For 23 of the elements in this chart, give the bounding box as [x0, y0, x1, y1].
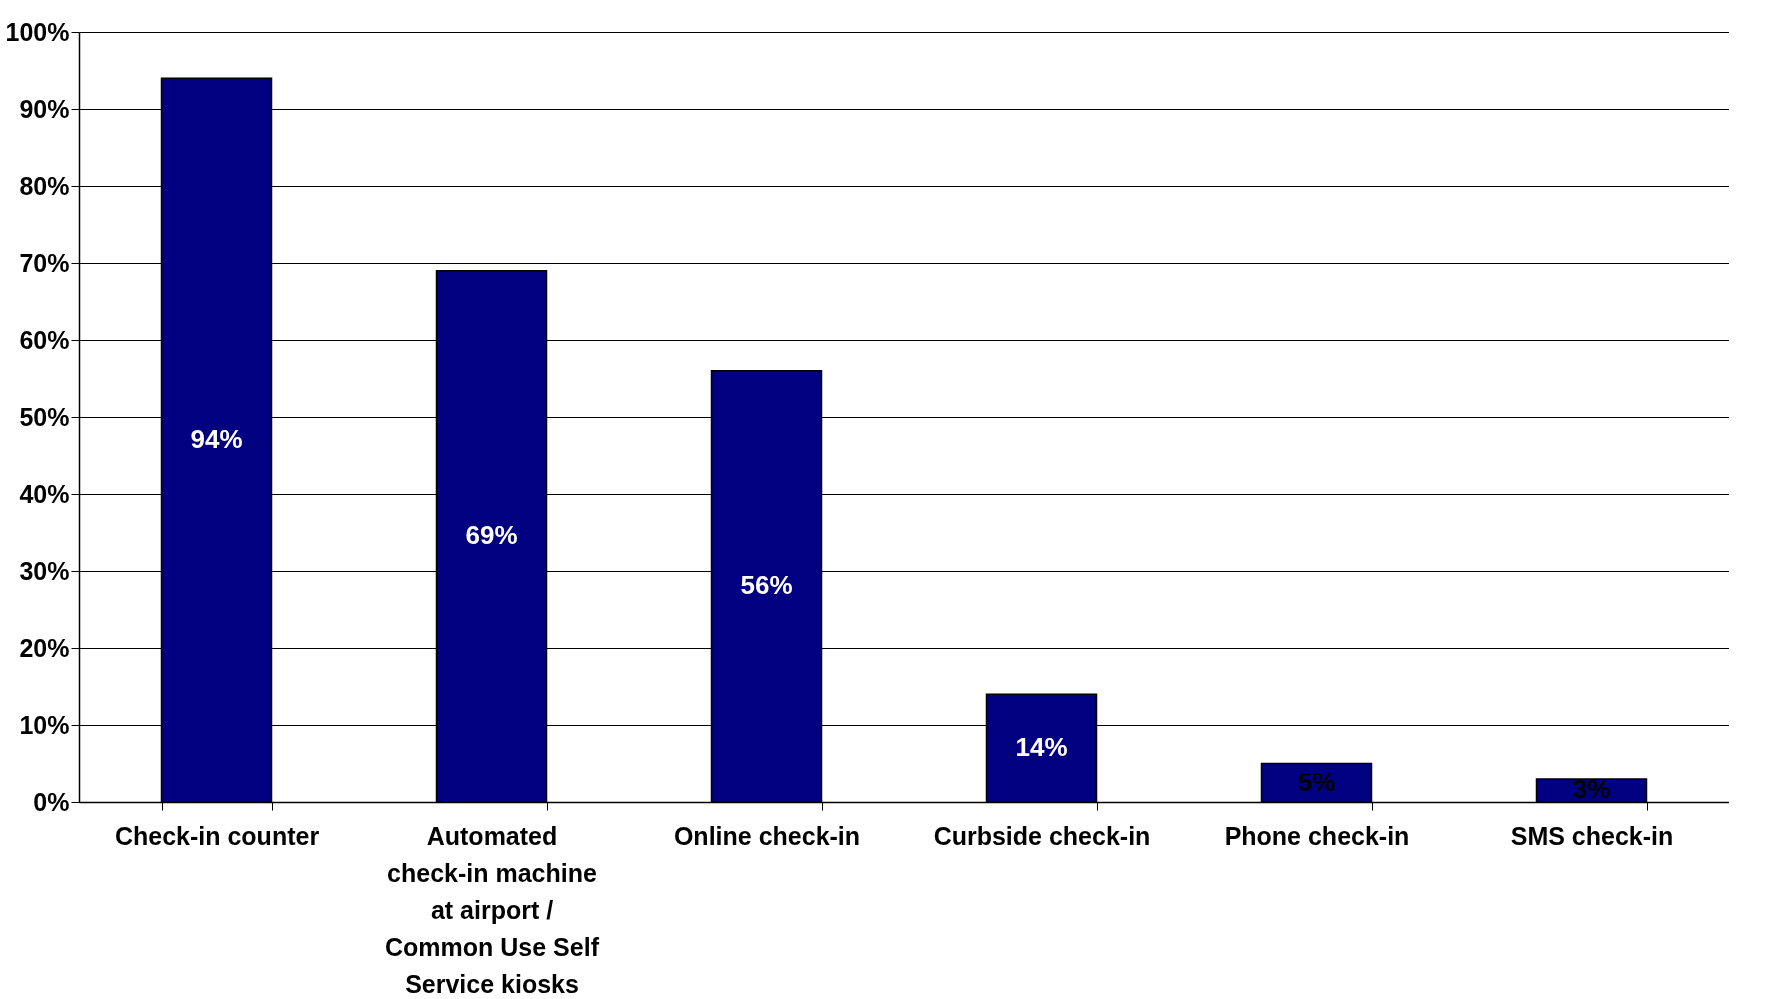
data-label: 5%	[1297, 766, 1336, 797]
y-tick-label: 100%	[5, 17, 70, 46]
data-label: 94%	[190, 424, 243, 455]
y-tick-label: 90%	[19, 94, 70, 123]
y-tick-label: 20%	[19, 633, 70, 662]
y-tick-label: 40%	[19, 479, 70, 508]
x-tick-label: Automated check-in machine at airport / Common Use Self Service kiosks	[385, 821, 600, 998]
y-tick-label: 10%	[19, 710, 70, 739]
data-label: 56%	[740, 570, 793, 601]
x-tick-label: SMS check-in	[1510, 821, 1674, 850]
x-tick-label: Phone check-in	[1224, 821, 1410, 850]
x-tick-label: Online check-in	[673, 821, 861, 850]
y-tick-label: 80%	[19, 171, 70, 200]
data-label: 3%	[1572, 774, 1611, 805]
y-tick-label: 50%	[19, 402, 70, 431]
y-tick-label: 60%	[19, 325, 70, 354]
x-tick-label: Curbside check-in	[933, 821, 1151, 850]
data-label: 69%	[465, 520, 518, 551]
y-tick-label: 0%	[33, 787, 70, 816]
x-tick-label: Check-in counter	[114, 821, 320, 850]
data-label: 14%	[1015, 732, 1068, 763]
y-tick-label: 70%	[19, 248, 70, 277]
y-tick-label: 30%	[19, 556, 70, 585]
